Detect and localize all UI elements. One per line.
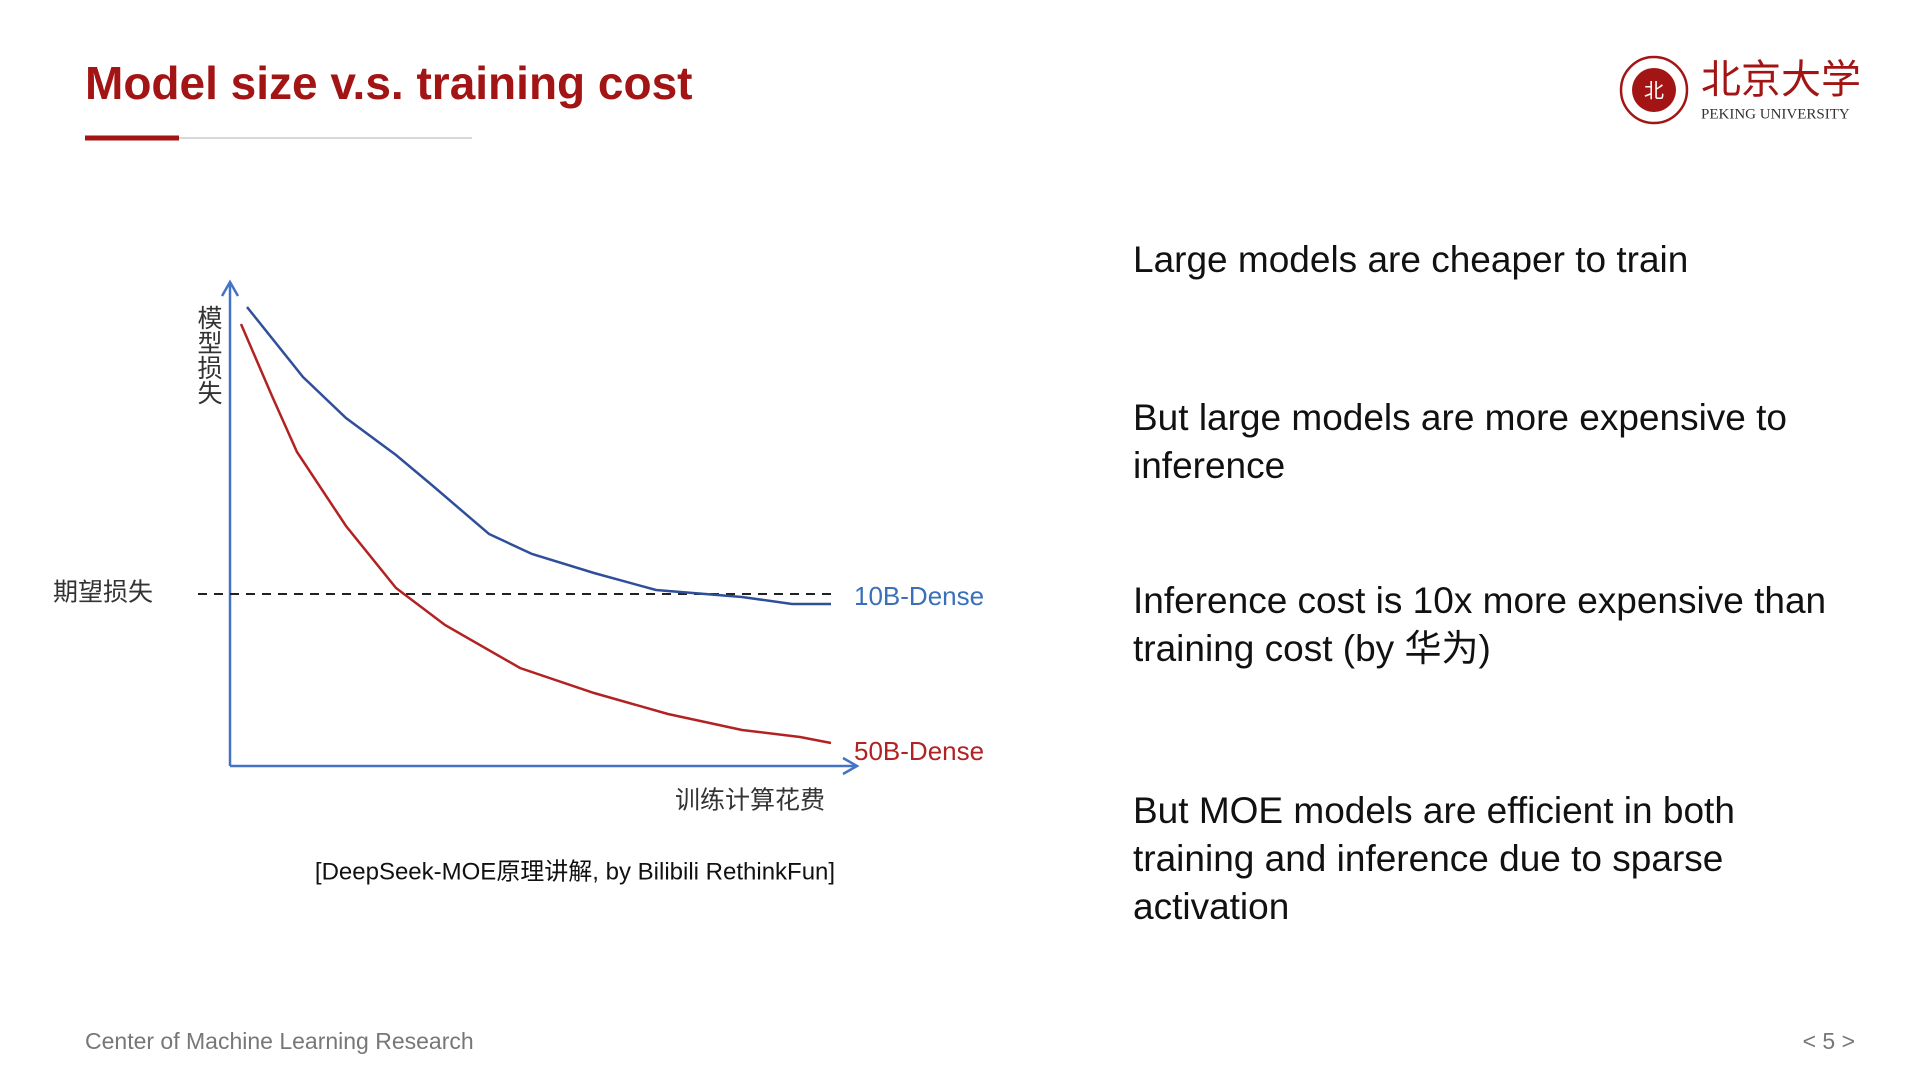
figure-caption: [DeepSeek-MOE原理讲解, by Bilibili RethinkFu… (315, 858, 835, 885)
bullet: But MOE models are efficient in both tra… (1133, 790, 1735, 927)
page-number: < 5 > (1803, 1028, 1855, 1054)
threshold-label: 期望损失 (53, 579, 153, 607)
bullet: Large models are cheaper to train (1133, 239, 1689, 280)
logo-seal (1632, 68, 1676, 112)
logo-mark: 北 (1644, 79, 1664, 102)
x-axis-arrow (842, 756, 860, 776)
y-axis-arrow (220, 279, 240, 297)
slide-title: Model size v.s. training cost (85, 57, 693, 109)
curve-50b (239, 323, 832, 745)
logo: 北 北京大学 PEKING UNIVERSITY (1619, 55, 1861, 125)
series-label: 50B-Dense (854, 736, 984, 766)
bullet: Inference cost is 10x more expensive tha… (1133, 580, 1827, 669)
x-label: 训练计算花费 (675, 787, 825, 815)
figure: 模型损失 期望损失 10B-Dense 50B-Dense 训练计算花费 [De… (53, 279, 984, 885)
logo-name-cn: 北京大学 (1701, 57, 1861, 103)
series-label: 10B-Dense (854, 581, 984, 611)
bullet: But large models are more expensive to i… (1133, 397, 1788, 486)
curve-10b (246, 306, 831, 606)
logo-name-en: PEKING UNIVERSITY (1701, 106, 1850, 122)
footer-text: Center of Machine Learning Research (85, 1028, 474, 1054)
logo-ring (1619, 55, 1689, 125)
y-label: 模型损失 (194, 305, 223, 405)
